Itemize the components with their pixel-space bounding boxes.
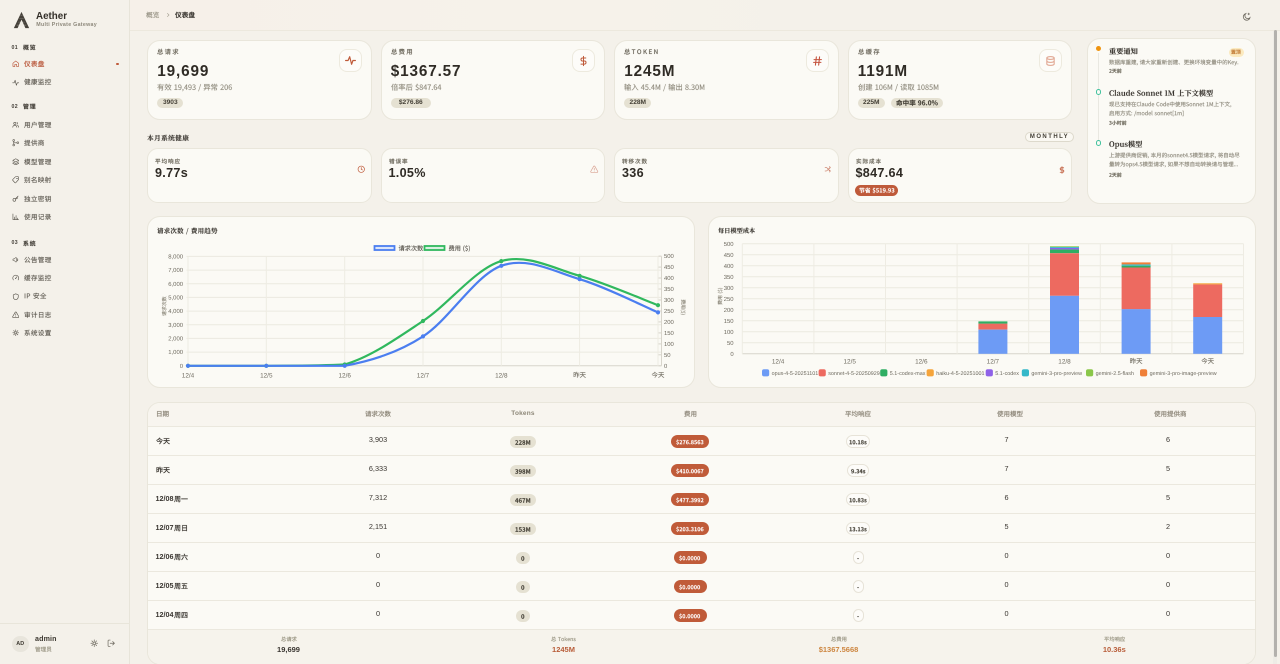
svg-text:12/4: 12/4	[772, 358, 785, 365]
svg-text:gemini-2.5-flash: gemini-2.5-flash	[1096, 371, 1134, 377]
svg-text:0: 0	[731, 351, 735, 358]
svg-text:350: 350	[664, 286, 675, 293]
svg-text:12/4: 12/4	[182, 372, 195, 379]
svg-text:350: 350	[724, 274, 735, 281]
svg-text:200: 200	[664, 319, 675, 326]
svg-text:5,000: 5,000	[168, 294, 183, 301]
svg-text:haiku-4-5-20251001: haiku-4-5-20251001	[936, 371, 984, 377]
svg-text:0: 0	[664, 363, 668, 370]
svg-text:sonnet-4-5-20250929: sonnet-4-5-20250929	[828, 371, 880, 377]
svg-text:12/6: 12/6	[915, 358, 928, 365]
svg-text:50: 50	[727, 340, 734, 347]
svg-text:12/8: 12/8	[1058, 358, 1071, 365]
svg-text:12/7: 12/7	[987, 358, 1000, 365]
svg-text:300: 300	[664, 297, 675, 304]
svg-text:7,000: 7,000	[168, 267, 183, 274]
svg-text:1,000: 1,000	[168, 349, 183, 356]
svg-text:50: 50	[664, 352, 671, 359]
svg-text:0: 0	[180, 363, 184, 370]
svg-text:250: 250	[724, 296, 735, 303]
svg-text:opus-4-5-20251101: opus-4-5-20251101	[772, 371, 819, 377]
svg-text:500: 500	[724, 241, 735, 248]
svg-text:gemini-3-pro-preview: gemini-3-pro-preview	[1032, 371, 1083, 377]
svg-text:2,000: 2,000	[168, 335, 183, 342]
svg-text:12/7: 12/7	[417, 372, 430, 379]
svg-text:8,000: 8,000	[168, 253, 183, 260]
svg-text:3,000: 3,000	[168, 322, 183, 329]
svg-text:400: 400	[664, 275, 675, 282]
svg-text:5.1-codex-max: 5.1-codex-max	[890, 371, 926, 377]
svg-text:400: 400	[724, 263, 735, 270]
svg-text:4,000: 4,000	[168, 308, 183, 315]
svg-text:150: 150	[724, 318, 735, 325]
svg-text:200: 200	[724, 307, 735, 314]
svg-text:gemini-3-pro-image-preview: gemini-3-pro-image-preview	[1150, 371, 1217, 377]
svg-text:6,000: 6,000	[168, 281, 183, 288]
svg-text:450: 450	[664, 264, 675, 271]
svg-text:250: 250	[664, 308, 675, 315]
svg-text:100: 100	[664, 341, 675, 348]
svg-text:300: 300	[724, 285, 735, 292]
svg-text:12/5: 12/5	[260, 372, 273, 379]
svg-text:100: 100	[724, 329, 735, 336]
svg-text:12/6: 12/6	[338, 372, 351, 379]
svg-text:500: 500	[664, 253, 675, 260]
svg-text:12/8: 12/8	[495, 372, 508, 379]
svg-text:450: 450	[724, 252, 735, 259]
svg-text:150: 150	[664, 330, 675, 337]
svg-text:5.1-codex: 5.1-codex	[995, 371, 1019, 377]
svg-text:12/5: 12/5	[844, 358, 857, 365]
